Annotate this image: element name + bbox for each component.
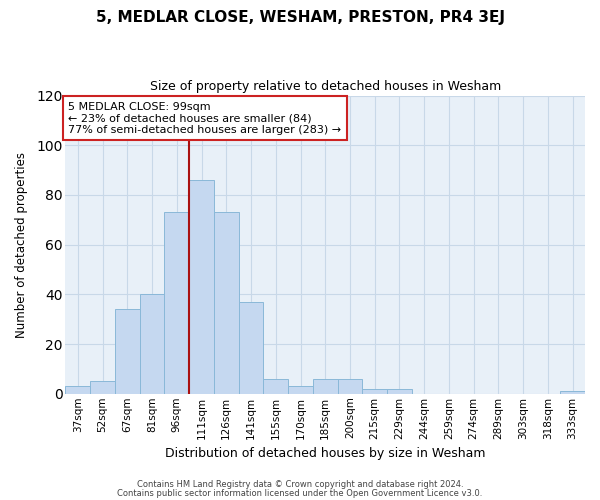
Bar (239, 302, 263, 394)
Text: Contains public sector information licensed under the Open Government Licence v3: Contains public sector information licen… (118, 489, 482, 498)
Bar (338, 379, 362, 394)
Bar (387, 389, 412, 394)
Bar (263, 379, 288, 394)
Bar (115, 310, 140, 394)
Bar (560, 392, 585, 394)
Y-axis label: Number of detached properties: Number of detached properties (15, 152, 28, 338)
Text: Contains HM Land Registry data © Crown copyright and database right 2024.: Contains HM Land Registry data © Crown c… (137, 480, 463, 489)
Bar (362, 389, 387, 394)
Text: 5 MEDLAR CLOSE: 99sqm
← 23% of detached houses are smaller (84)
77% of semi-deta: 5 MEDLAR CLOSE: 99sqm ← 23% of detached … (68, 102, 341, 134)
Bar (214, 212, 239, 394)
Title: Size of property relative to detached houses in Wesham: Size of property relative to detached ho… (149, 80, 501, 93)
Bar (288, 386, 313, 394)
Bar (189, 180, 214, 394)
Bar (313, 379, 338, 394)
Bar (90, 382, 115, 394)
Bar (140, 294, 164, 394)
Text: 5, MEDLAR CLOSE, WESHAM, PRESTON, PR4 3EJ: 5, MEDLAR CLOSE, WESHAM, PRESTON, PR4 3E… (95, 10, 505, 25)
Bar (164, 212, 189, 394)
X-axis label: Distribution of detached houses by size in Wesham: Distribution of detached houses by size … (165, 447, 485, 460)
Bar (65, 386, 90, 394)
